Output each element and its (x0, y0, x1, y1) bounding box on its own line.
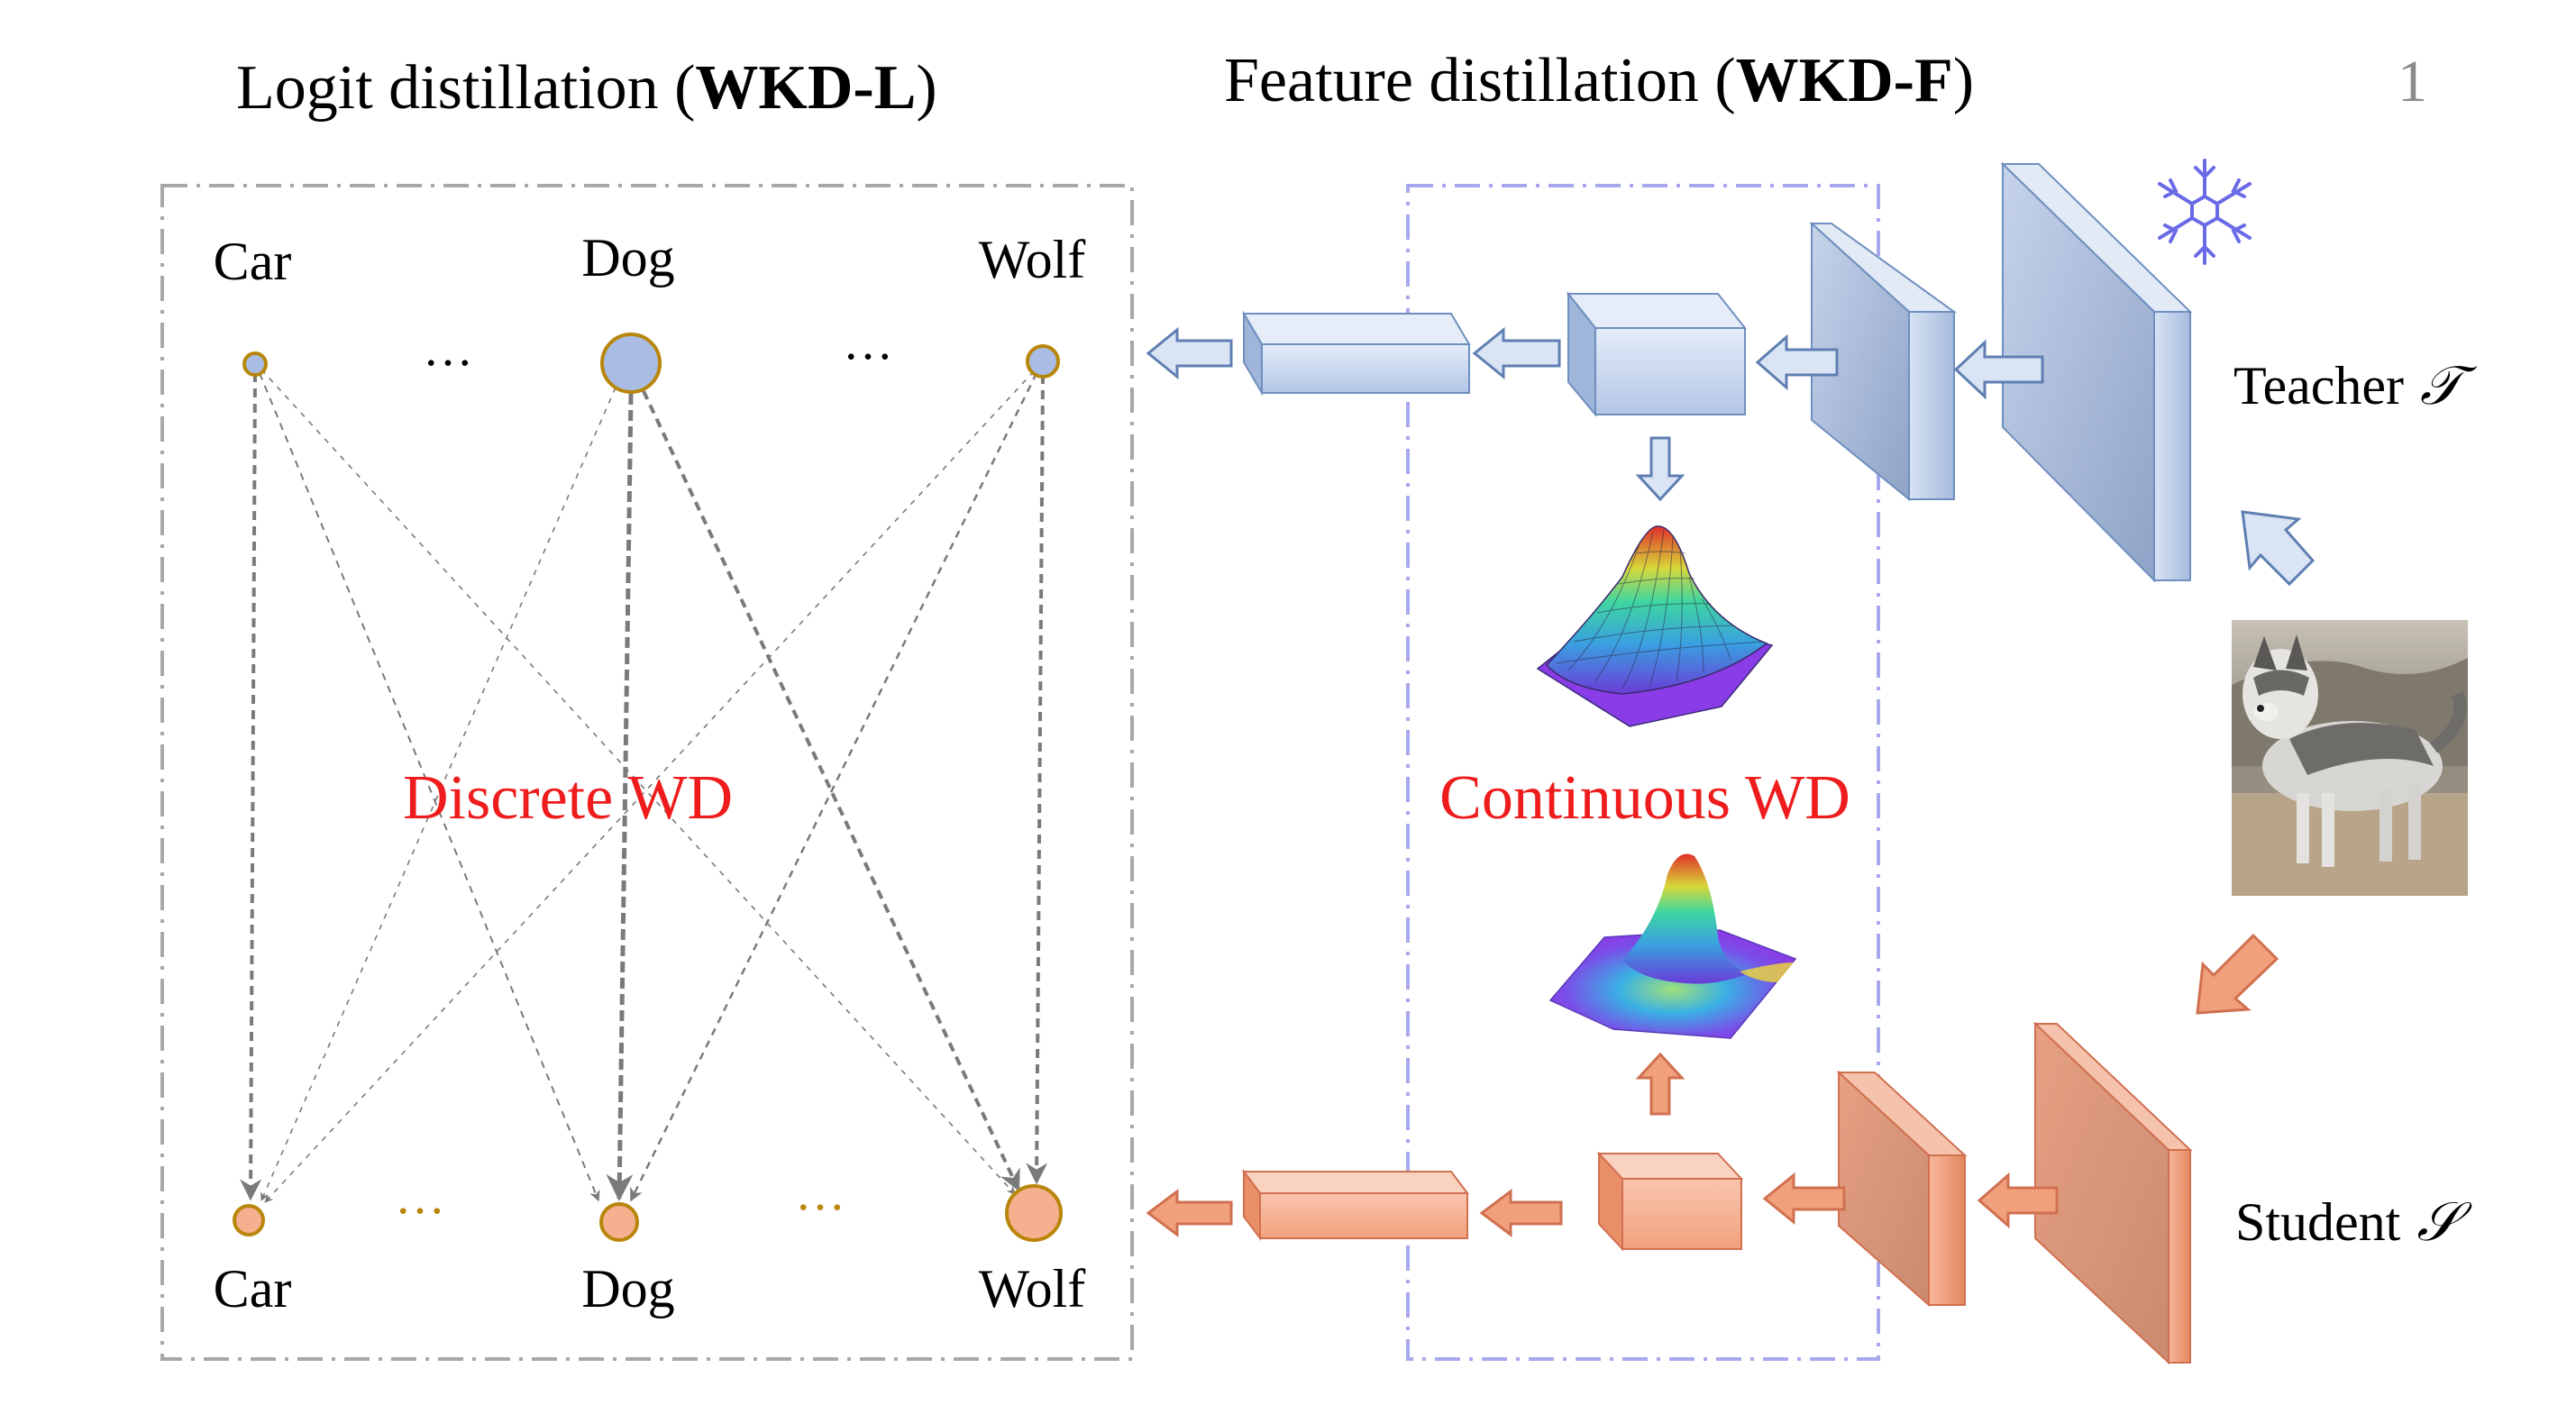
class-label-bottom-wolf: Wolf (979, 1259, 1085, 1318)
ellipsis-bottom-left: … (395, 1169, 445, 1225)
teacher-block (1566, 291, 1748, 417)
logit-distillation-title: Logit distillation (WKD-L) (236, 53, 937, 123)
input-to-student-arrow (2196, 933, 2279, 1015)
student-layer-large (2032, 1021, 2193, 1365)
node-top-wolf (1026, 344, 1060, 379)
teacher-arrows (1146, 326, 2316, 587)
arrow-dog-dog (606, 393, 634, 1201)
class-label-top-wolf: Wolf (979, 230, 1085, 289)
student-feature-distribution-surface (1548, 853, 1797, 1039)
arrow-wolf-dog (629, 372, 1038, 1202)
teacher-label: Teacher 𝒯 (2233, 356, 2478, 415)
teacher-arrow-down (1635, 436, 1685, 502)
teacher-vector (1242, 310, 1471, 397)
arrow-car-car (240, 372, 262, 1201)
feature-distillation-box (1406, 184, 1880, 1361)
page-number: 1 (2398, 49, 2427, 114)
teacher-arrow-3 (1472, 326, 1561, 380)
logit-distillation-box (160, 184, 1134, 1361)
transport-arrows (240, 369, 1048, 1203)
class-label-bottom-car: Car (214, 1259, 292, 1318)
student-arrow-1 (1977, 1172, 2059, 1229)
arrow-wolf-wolf (1026, 374, 1048, 1185)
student-arrow-3 (1479, 1189, 1563, 1237)
continuous-wd-label: Continuous WD (1439, 763, 1850, 833)
ellipsis-bottom-right: … (795, 1165, 845, 1221)
student-arrow-up (1635, 1052, 1685, 1116)
teacher-arrow-1 (1953, 339, 2044, 400)
husky-dog-photo (2232, 620, 2468, 896)
arrow-car-wolf (260, 369, 1016, 1195)
teacher-arrow-4 (1146, 326, 1233, 380)
class-label-top-dog: Dog (581, 228, 674, 287)
discrete-wd-label: Discrete WD (403, 763, 733, 833)
node-bottom-wolf (1005, 1184, 1063, 1242)
student-layer-mid (1836, 1070, 1968, 1308)
student-vector (1242, 1169, 1469, 1241)
class-label-bottom-dog: Dog (581, 1259, 674, 1318)
snowflake-icon (2158, 159, 2252, 265)
ellipsis-top-right: … (843, 315, 893, 370)
student-arrow-4 (1146, 1189, 1233, 1237)
teacher-arrow-2 (1755, 333, 1839, 391)
arrow-car-dog (259, 372, 600, 1202)
teacher-layer-large (2000, 161, 2193, 583)
arrow-dog-car (260, 387, 617, 1201)
node-bottom-car (233, 1204, 265, 1236)
teacher-layer-mid (1809, 221, 1958, 502)
feature-distillation-title: Feature distillation (WKD-F) (1224, 46, 1974, 115)
teacher-feature-distribution-surface (1536, 525, 1774, 727)
class-label-top-car: Car (214, 232, 292, 291)
node-top-dog (600, 333, 662, 394)
arrow-wolf-car (264, 370, 1035, 1203)
node-top-car (242, 351, 268, 377)
input-to-teacher-arrow (2241, 510, 2316, 587)
student-label: Student 𝒮 (2235, 1192, 2472, 1252)
student-arrow-2 (1762, 1172, 1846, 1226)
ellipsis-top-left: … (423, 321, 473, 377)
node-bottom-dog (599, 1202, 639, 1242)
student-arrows (1146, 933, 2279, 1237)
student-block (1596, 1151, 1744, 1252)
